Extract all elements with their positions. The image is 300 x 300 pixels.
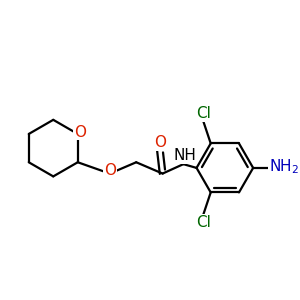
Text: NH: NH <box>174 148 197 163</box>
Text: O: O <box>74 124 86 140</box>
Text: O: O <box>104 163 116 178</box>
Text: NH$_2$: NH$_2$ <box>269 158 299 176</box>
Text: Cl: Cl <box>196 215 211 230</box>
Text: Cl: Cl <box>196 106 211 121</box>
Text: O: O <box>154 135 166 150</box>
